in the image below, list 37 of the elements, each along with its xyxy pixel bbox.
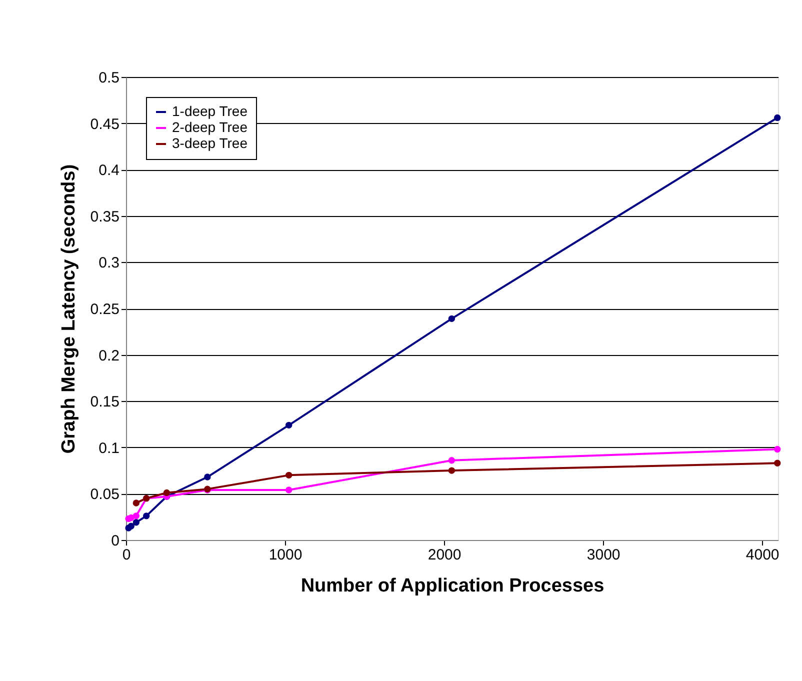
x-tick-label: 4000 — [746, 546, 780, 564]
y-tick-label: 0.2 — [98, 347, 120, 364]
point — [204, 474, 211, 480]
y-tick-label: 0.45 — [90, 116, 120, 133]
point — [448, 467, 456, 474]
y-tick-label: 0.4 — [98, 162, 120, 180]
y-axis-title: Graph Merge Latency (seconds) — [58, 164, 80, 454]
y-tick-label: 0.05 — [90, 486, 120, 504]
y-tick-label: 0 — [111, 532, 120, 550]
point — [285, 486, 292, 494]
legend-label: 1-deep Tree — [172, 103, 248, 119]
point — [774, 114, 781, 122]
legend-label: 2-deep Tree — [172, 119, 248, 135]
point — [448, 315, 456, 322]
x-axis-title: Number of Application Processes — [300, 576, 604, 596]
x-tick-label: 0 — [122, 546, 131, 564]
point — [774, 460, 781, 466]
x-tick-label: 3000 — [586, 546, 620, 564]
y-tick-label: 0.25 — [90, 301, 120, 318]
legend-label: 3-deep Tree — [172, 135, 248, 151]
point — [285, 472, 292, 479]
y-tick-label: 0.15 — [90, 394, 120, 411]
point — [132, 512, 140, 520]
x-tick-label: 2000 — [428, 546, 462, 564]
y-tick-label: 0.3 — [98, 254, 120, 272]
point — [285, 422, 292, 429]
y-tick-label: 0.35 — [90, 208, 120, 226]
point — [132, 500, 140, 506]
x-tick-label: 1000 — [268, 546, 302, 564]
point — [163, 489, 170, 496]
point — [448, 457, 456, 464]
point — [128, 522, 134, 530]
point — [132, 519, 140, 526]
y-tick-label: 0.1 — [98, 440, 120, 457]
y-tick-label: 0.5 — [98, 70, 120, 86]
point — [774, 446, 781, 453]
point — [143, 512, 150, 520]
